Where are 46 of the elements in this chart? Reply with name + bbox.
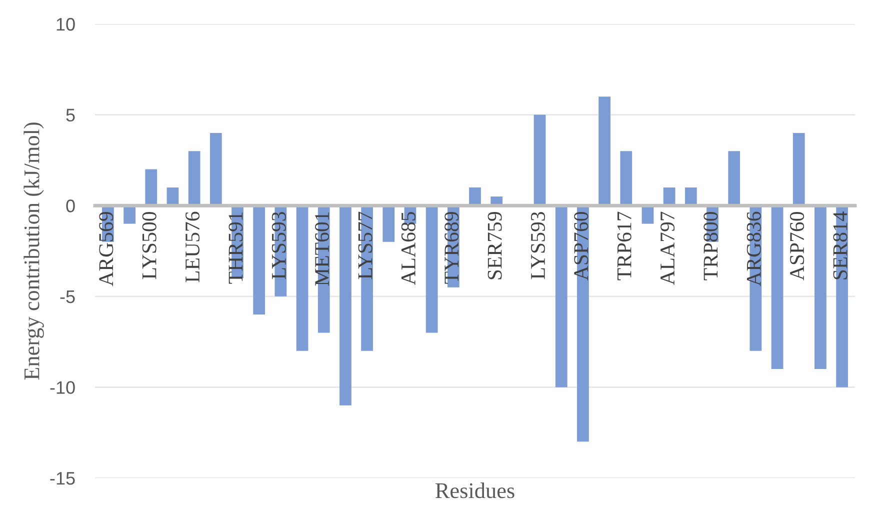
bar	[124, 206, 136, 224]
x-tick-label: LEU576	[186, 212, 200, 282]
y-tick-label: 10	[56, 18, 75, 31]
bar	[534, 114, 546, 206]
x-tick-label: ASP760	[790, 212, 804, 280]
x-tick-label: ASP760	[574, 212, 588, 280]
x-tick-label: TRP800	[704, 212, 718, 280]
bar	[210, 132, 222, 206]
x-tick-label: ARG836	[746, 212, 761, 286]
x-tick-label: ALA685	[401, 212, 416, 286]
y-axis-title: Energy contribution (kJ/mol)	[24, 122, 44, 380]
x-tick-label: ALA797	[660, 212, 675, 286]
bar	[792, 132, 805, 206]
x-tick-label: TRP617	[617, 212, 632, 280]
bar	[145, 169, 158, 206]
y-tick-label: -10	[50, 381, 75, 394]
y-tick-label: 5	[66, 108, 75, 122]
bar	[340, 206, 352, 406]
x-tick-label: LYS593	[272, 212, 286, 280]
x-tick-label: THR591	[228, 212, 243, 284]
x-axis-title: Residues	[436, 482, 514, 498]
bar	[684, 187, 697, 206]
bar	[771, 206, 784, 370]
bar	[620, 151, 632, 206]
bar	[469, 187, 481, 206]
x-tick-label: LYS593	[530, 212, 545, 280]
bar	[296, 206, 308, 351]
y-tick-label: 0	[66, 200, 75, 212]
bar	[188, 151, 200, 206]
x-tick-label: LYS500	[142, 212, 156, 280]
y-tick-label: -15	[50, 472, 75, 485]
x-tick-label: ARG569	[99, 212, 114, 286]
bar	[555, 206, 568, 388]
bar	[598, 96, 610, 206]
x-tick-label: MET601	[315, 212, 330, 286]
x-tick-label: SER759	[488, 212, 502, 280]
bar	[814, 206, 826, 370]
y-tick-label: -5	[60, 290, 75, 304]
x-tick-label: SER814	[833, 211, 848, 280]
x-tick-label: TYR689	[444, 212, 459, 284]
x-tick-label: LYS577	[358, 212, 372, 280]
bar	[382, 206, 395, 242]
bar	[426, 206, 438, 333]
bar	[253, 206, 266, 315]
bar	[728, 151, 740, 206]
bar	[663, 187, 676, 206]
